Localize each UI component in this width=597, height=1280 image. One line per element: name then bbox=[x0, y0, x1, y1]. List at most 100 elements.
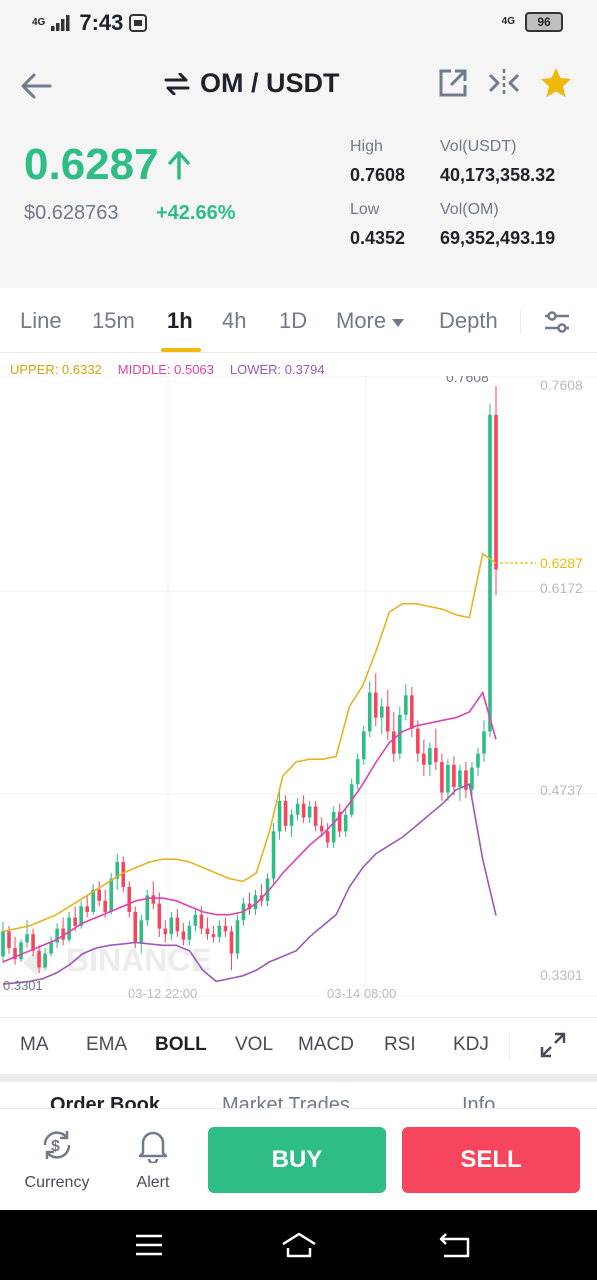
axis-price-1: 0.7608 bbox=[540, 377, 583, 393]
chart-bottom-divider bbox=[0, 1017, 597, 1018]
bottom-action-bar: $ Currency Alert BUY SELL bbox=[0, 1108, 597, 1211]
sell-button[interactable]: SELL bbox=[402, 1127, 580, 1193]
arrow-up-icon bbox=[167, 151, 190, 180]
binance-watermark: ◆ BINANCE bbox=[23, 942, 212, 978]
active-tab-indicator bbox=[161, 348, 201, 352]
candle-body bbox=[121, 861, 126, 887]
candle-body bbox=[73, 917, 77, 926]
low-marker-label: 0.3301 bbox=[3, 978, 43, 993]
currency-convert-icon: $ bbox=[43, 1131, 71, 1159]
candle-body bbox=[7, 931, 11, 949]
candle-body bbox=[379, 706, 384, 718]
candle-body bbox=[446, 764, 450, 793]
last-price: 0.6287 bbox=[24, 140, 191, 190]
indicator-ma[interactable]: MA bbox=[20, 1034, 49, 1055]
network-4g-right-label: 4G bbox=[501, 16, 515, 27]
candle-body bbox=[181, 931, 186, 940]
status-bar: 4G 7:43 4G 96 bbox=[0, 0, 597, 48]
compare-icon[interactable] bbox=[487, 67, 521, 99]
candle-body bbox=[452, 764, 456, 787]
high-label: High bbox=[350, 138, 383, 155]
tab-more[interactable]: More bbox=[336, 308, 405, 334]
share-icon[interactable] bbox=[437, 67, 469, 99]
indicator-ema[interactable]: EMA bbox=[86, 1034, 128, 1055]
indicator-rsi[interactable]: RSI bbox=[384, 1034, 416, 1055]
pair-selector[interactable]: OM / USDT bbox=[164, 68, 340, 99]
candle-body bbox=[115, 861, 120, 879]
legend-upper: UPPER: 0.6332 bbox=[10, 362, 102, 377]
candle-body bbox=[187, 925, 192, 940]
chart-grid bbox=[0, 376, 597, 997]
tab-depth[interactable]: Depth bbox=[439, 308, 498, 333]
candle-body bbox=[163, 928, 168, 935]
candle-body bbox=[301, 803, 306, 818]
candle-body bbox=[31, 934, 35, 951]
axis-price-4: 0.3301 bbox=[540, 967, 583, 983]
indicator-vol[interactable]: VOL bbox=[235, 1034, 274, 1055]
signal-icon bbox=[51, 15, 70, 31]
chart-settings-icon[interactable] bbox=[543, 310, 571, 334]
candle-body bbox=[355, 759, 360, 785]
candle-body bbox=[223, 925, 228, 932]
candle-body bbox=[85, 906, 89, 912]
back-nav-icon[interactable] bbox=[438, 1230, 472, 1260]
tab-line[interactable]: Line bbox=[20, 308, 62, 333]
favorite-star-icon[interactable] bbox=[539, 66, 573, 100]
buy-button[interactable]: BUY bbox=[208, 1127, 386, 1193]
fullscreen-icon[interactable] bbox=[540, 1032, 566, 1058]
network-4g-label: 4G bbox=[32, 17, 46, 28]
tabs-divider bbox=[0, 352, 597, 353]
tab-info[interactable]: Info bbox=[462, 1094, 496, 1108]
system-nav-bar bbox=[0, 1210, 597, 1280]
candle-body bbox=[109, 878, 114, 912]
candle-body bbox=[476, 753, 480, 768]
currency-label: Currency bbox=[24, 1174, 90, 1191]
candle-body bbox=[67, 917, 71, 940]
tab-divider bbox=[520, 310, 521, 334]
tab-15m[interactable]: 15m bbox=[92, 308, 135, 333]
candle-body bbox=[127, 886, 132, 912]
clock-time: 7:43 bbox=[79, 10, 124, 35]
back-arrow-icon[interactable] bbox=[18, 68, 54, 104]
candle-body bbox=[488, 414, 492, 732]
indicator-macd[interactable]: MACD bbox=[298, 1034, 354, 1055]
candle-body bbox=[235, 920, 240, 954]
tab-1h[interactable]: 1h bbox=[167, 308, 193, 333]
section-separator bbox=[0, 1074, 597, 1082]
price-change-percent: +42.66% bbox=[156, 202, 236, 224]
indicator-divider bbox=[509, 1032, 510, 1060]
indicator-tabs: MA EMA BOLL VOL MACD RSI KDJ bbox=[0, 1018, 597, 1072]
indicator-boll[interactable]: BOLL bbox=[155, 1034, 207, 1055]
legend-middle: MIDDLE: 0.5063 bbox=[117, 362, 214, 377]
tab-market-trades[interactable]: Market Trades bbox=[222, 1094, 350, 1108]
candle-body bbox=[175, 917, 180, 932]
tab-4h[interactable]: 4h bbox=[222, 308, 247, 333]
tab-1d[interactable]: 1D bbox=[279, 308, 308, 333]
candle-body bbox=[464, 770, 468, 790]
candle-body bbox=[385, 706, 390, 732]
low-label: Low bbox=[350, 201, 380, 218]
candle-body bbox=[1, 931, 5, 957]
tab-order-book[interactable]: Order Book bbox=[50, 1094, 161, 1108]
home-icon[interactable] bbox=[280, 1230, 318, 1260]
currency-button[interactable]: $ Currency bbox=[22, 1127, 92, 1192]
candle-body bbox=[25, 934, 29, 943]
menu-icon[interactable] bbox=[134, 1232, 164, 1258]
vol-om-value: 69,352,493.19 bbox=[440, 228, 556, 248]
axis-price-2: 0.6172 bbox=[540, 580, 583, 596]
candle-body bbox=[458, 770, 462, 787]
alert-button[interactable]: Alert bbox=[128, 1127, 178, 1192]
candle-body bbox=[319, 825, 324, 832]
candle-body bbox=[470, 767, 474, 790]
candlestick-chart[interactable]: ◆ BINANCE 0.6287 0.7608 0.6172 0.4737 0.… bbox=[0, 376, 597, 1018]
middle-band-line bbox=[2, 690, 497, 963]
candle-body bbox=[265, 878, 270, 901]
indicator-kdj[interactable]: KDJ bbox=[453, 1034, 489, 1055]
high-marker-label: 0.7608 bbox=[446, 376, 489, 385]
candle-body bbox=[271, 831, 276, 879]
candle-body bbox=[247, 903, 252, 910]
low-value: 0.4352 bbox=[350, 228, 406, 248]
candle-body bbox=[283, 800, 288, 826]
candle-body bbox=[494, 414, 498, 570]
notification-icon bbox=[129, 14, 148, 32]
